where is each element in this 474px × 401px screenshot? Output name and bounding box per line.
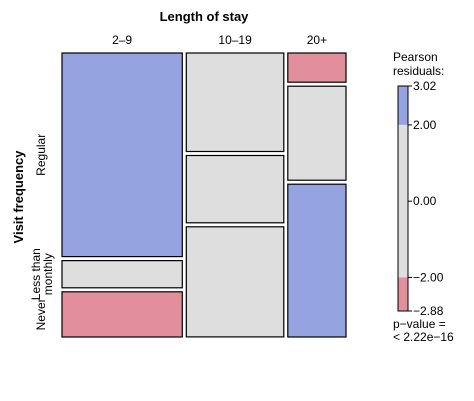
legend-segment: [398, 277, 408, 311]
legend-ticks: 3.02 2.00 0.00 −2.00 −2.88: [408, 79, 444, 318]
legend-color-bar: [397, 85, 409, 312]
column-label: 2–9: [112, 33, 132, 47]
legend-tick-label: −2.88: [413, 304, 444, 318]
legend-pvalue-line2: < 2.22e−16: [393, 330, 454, 344]
legend-segment: [398, 124, 408, 278]
mosaic-tile: [61, 291, 183, 338]
row-label: Never: [34, 298, 48, 330]
mosaic-tile: [287, 183, 347, 338]
legend: Pearson residuals: 3.02 2.00 0.00 −2.00 −2.8…: [393, 50, 454, 344]
row-label: monthly: [41, 253, 55, 295]
legend-tick-label: 0.00: [413, 194, 437, 208]
legend-bar-outline: [397, 85, 409, 312]
column-labels: 2–9 10–19 20+: [112, 33, 327, 47]
mosaic-tile: [287, 52, 347, 83]
mosaic-tile: [185, 52, 285, 153]
mosaic-tile: [287, 85, 347, 181]
mosaic-tile: [61, 52, 183, 258]
legend-tick-label: −2.00: [413, 270, 444, 284]
legend-pvalue-line1: p−value =: [393, 317, 446, 331]
column-label: 20+: [307, 33, 327, 47]
left-variable-title: Visit frequency: [11, 150, 26, 244]
mosaic-tile: [61, 260, 183, 289]
legend-segment: [398, 86, 408, 125]
mosaic-tiles: [61, 52, 347, 338]
mosaic-tile: [185, 154, 285, 224]
top-variable-title: Length of stay: [160, 9, 250, 24]
row-label: Less than: [29, 248, 43, 300]
legend-title-line2: residuals:: [393, 64, 444, 78]
column-label: 10–19: [218, 33, 252, 47]
legend-tick-label: 2.00: [413, 118, 437, 132]
row-label: Regular: [34, 134, 48, 176]
mosaic-tile: [185, 226, 285, 338]
legend-title-line1: Pearson: [393, 50, 438, 64]
legend-tick-label: 3.02: [413, 79, 437, 93]
